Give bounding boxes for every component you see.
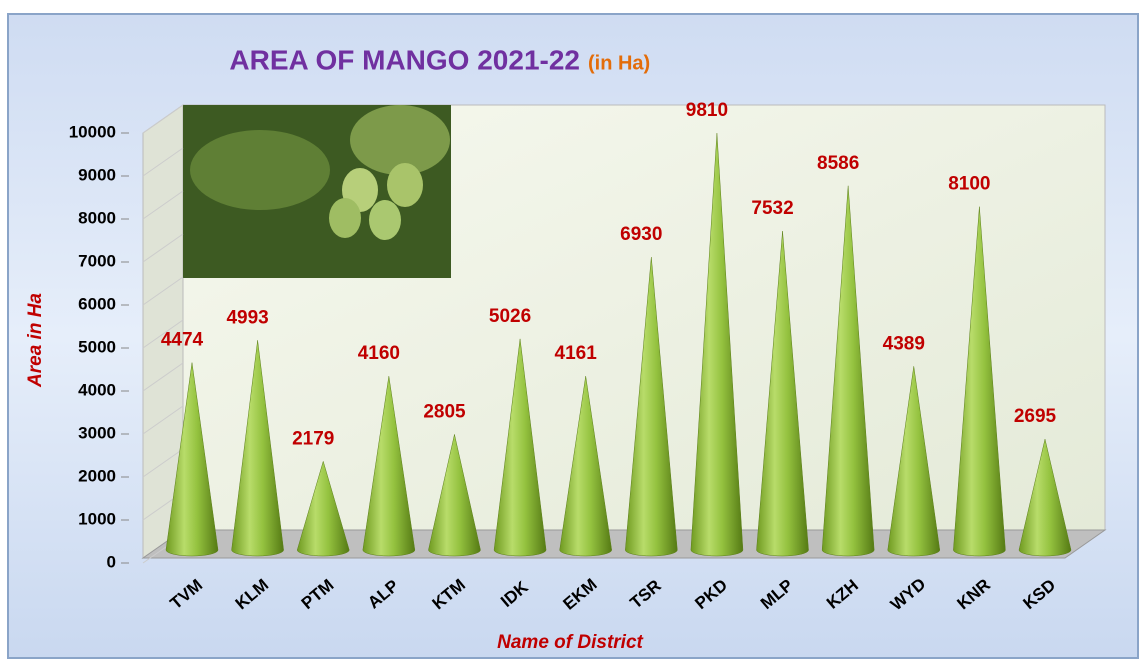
y-tick-label: 3000 [78,423,116,442]
y-tick-label: 8000 [78,208,116,227]
y-tick-label: 2000 [78,466,116,485]
value-label: 2179 [292,428,334,449]
y-tick-label: 10000 [69,122,116,141]
value-label: 4993 [226,307,268,328]
chart: AREA OF MANGO 2021-22 (in Ha) Area in Ha… [0,0,1145,664]
value-label: 8100 [948,174,990,195]
value-label: 5026 [489,306,531,327]
chart-subtitle: (in Ha) [588,52,650,74]
chart-title: AREA OF MANGO 2021-22 [229,44,580,75]
value-label: 2695 [1014,406,1057,427]
y-tick-label: 6000 [78,294,116,313]
value-label: 4160 [358,343,400,364]
value-label: 4161 [555,343,598,364]
value-label: 9810 [686,100,728,121]
page: AREA OF MANGO 2021-22 (in Ha) Area in Ha… [0,0,1145,669]
y-tick-label: 5000 [78,337,116,356]
value-label: 7532 [751,198,793,219]
y-tick-label: 4000 [78,380,116,399]
value-label: 8586 [817,153,859,174]
y-tick-label: 1000 [78,509,116,528]
value-label: 4389 [883,333,925,354]
y-axis-title: Area in Ha [25,293,46,388]
y-tick-label: 7000 [78,251,116,270]
photo [183,105,451,278]
y-tick-label: 9000 [78,165,116,184]
x-axis-title: Name of District [497,632,643,653]
y-tick-label: 0 [107,552,116,571]
value-label: 6930 [620,224,662,245]
value-label: 2805 [423,401,466,422]
value-label: 4474 [161,330,204,351]
